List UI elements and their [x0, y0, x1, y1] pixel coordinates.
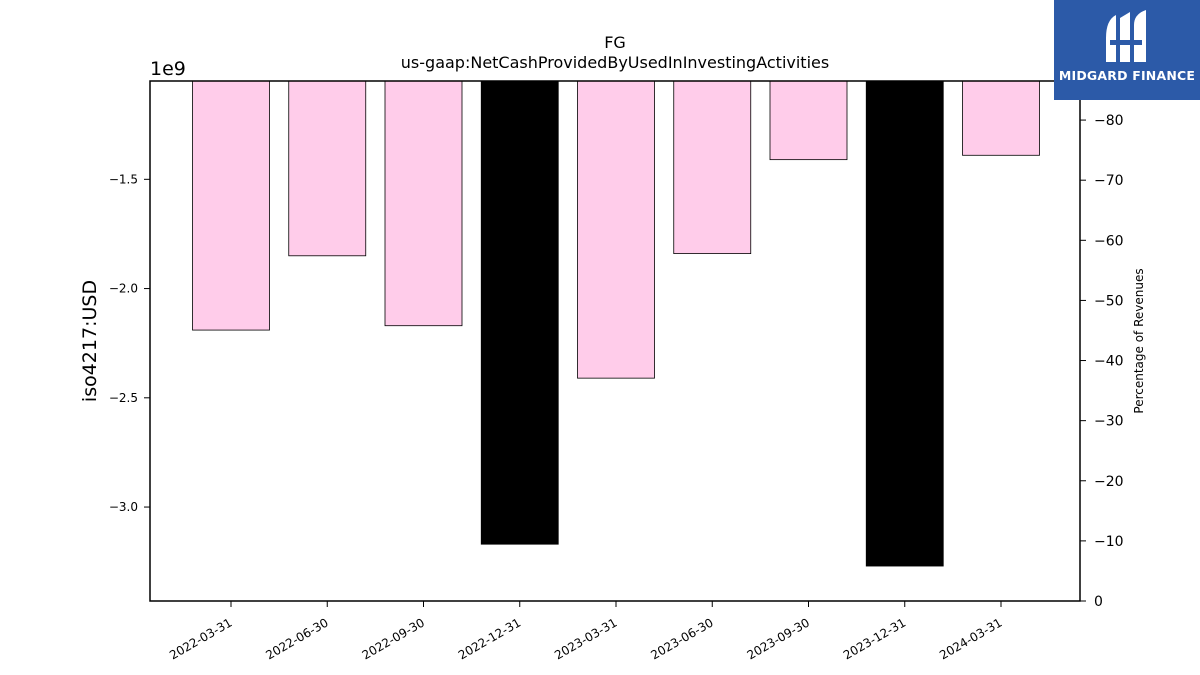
y2-tick-label: −20 [1094, 474, 1124, 490]
x-tick-label: 2023-06-30 [648, 615, 715, 662]
x-tick-label: 2022-09-30 [360, 615, 427, 662]
y2-axis-label: Percentage of Revenues [1132, 268, 1146, 413]
y-axis-ticks: −1.5 −2.0 −2.5 −3.0 [109, 172, 150, 514]
x-tick-label: 2022-03-31 [167, 615, 234, 662]
y-tick-label: −2.0 [109, 282, 138, 296]
y-tick-label: −3.0 [109, 500, 138, 514]
y2-tick-label: −70 [1094, 173, 1124, 189]
midgard-logo: MIDGARD FINANCE [1054, 0, 1200, 100]
y-tick-label: −1.5 [109, 172, 138, 186]
bar-2023-06-30 [673, 80, 752, 255]
y2-tick-label: −60 [1094, 233, 1124, 249]
x-tick-label: 2023-12-31 [841, 615, 908, 662]
x-tick-label: 2023-03-31 [552, 615, 619, 662]
y-tick-label: −2.5 [109, 391, 138, 405]
plot-frame [149, 80, 1081, 602]
y-offset-label: 1e9 [150, 58, 186, 80]
y2-tick-label: −10 [1094, 534, 1124, 550]
bar-2022-03-31 [192, 80, 270, 331]
x-tick-label: 2022-06-30 [263, 615, 330, 662]
y2-tick-label: −50 [1094, 293, 1124, 309]
bar-2022-09-30 [384, 80, 463, 327]
x-tick-label: 2023-09-30 [745, 615, 812, 662]
bar-2023-12-31 [865, 80, 944, 567]
bar-2022-12-31 [480, 80, 559, 545]
bar-2022-06-30 [288, 80, 367, 257]
y2-axis-ticks: 0 −10 −20 −30 −40 −50 −60 −70 −80 [1080, 113, 1124, 610]
x-tick-label: 2024-03-31 [937, 615, 1004, 662]
bars-group [192, 80, 1040, 567]
bar-2023-09-30 [769, 80, 848, 161]
y-axis-label: iso4217:USD [79, 280, 101, 402]
y2-tick-label: −40 [1094, 354, 1124, 370]
y2-tick-label: 0 [1094, 594, 1103, 610]
bar-2024-03-31 [962, 80, 1040, 156]
bar-2023-03-31 [577, 80, 655, 379]
midgard-logo-icon [1106, 10, 1146, 62]
chart-subtitle: us-gaap:NetCashProvidedByUsedInInvesting… [401, 53, 829, 72]
chart-title: FG [604, 33, 626, 52]
logo-text: MIDGARD FINANCE [1058, 68, 1196, 83]
y2-tick-label: −30 [1094, 414, 1124, 430]
y2-tick-label: −80 [1094, 113, 1124, 129]
x-tick-label: 2022-12-31 [456, 615, 523, 662]
x-axis-ticks: 2022-03-31 2022-06-30 2022-09-30 2022-12-31… [167, 601, 1005, 662]
